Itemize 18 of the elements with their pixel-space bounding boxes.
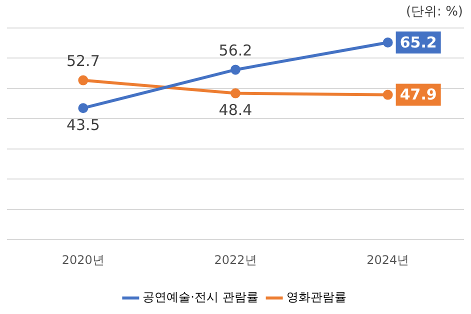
legend-label: 영화관람률 [286, 290, 346, 304]
point [382, 90, 393, 100]
data-label: 47.9 [400, 86, 437, 104]
x-tick-label: 2024년 [366, 252, 410, 267]
point [78, 75, 88, 86]
point [382, 38, 393, 48]
data-label: 56.2 [218, 42, 252, 60]
text: (단위: %) [406, 4, 463, 20]
data-label: 48.4 [218, 101, 252, 120]
data-label: 43.5 [66, 116, 100, 134]
point [78, 103, 88, 114]
point [230, 64, 240, 75]
point [230, 88, 240, 98]
x-tick-label: 2020년 [62, 252, 104, 267]
x-tick-label: 2022년 [214, 252, 257, 267]
data-label: 52.7 [66, 52, 100, 70]
legend-label: 공연예술·전시 관람률 [142, 290, 258, 304]
data-label: 65.2 [400, 33, 437, 52]
